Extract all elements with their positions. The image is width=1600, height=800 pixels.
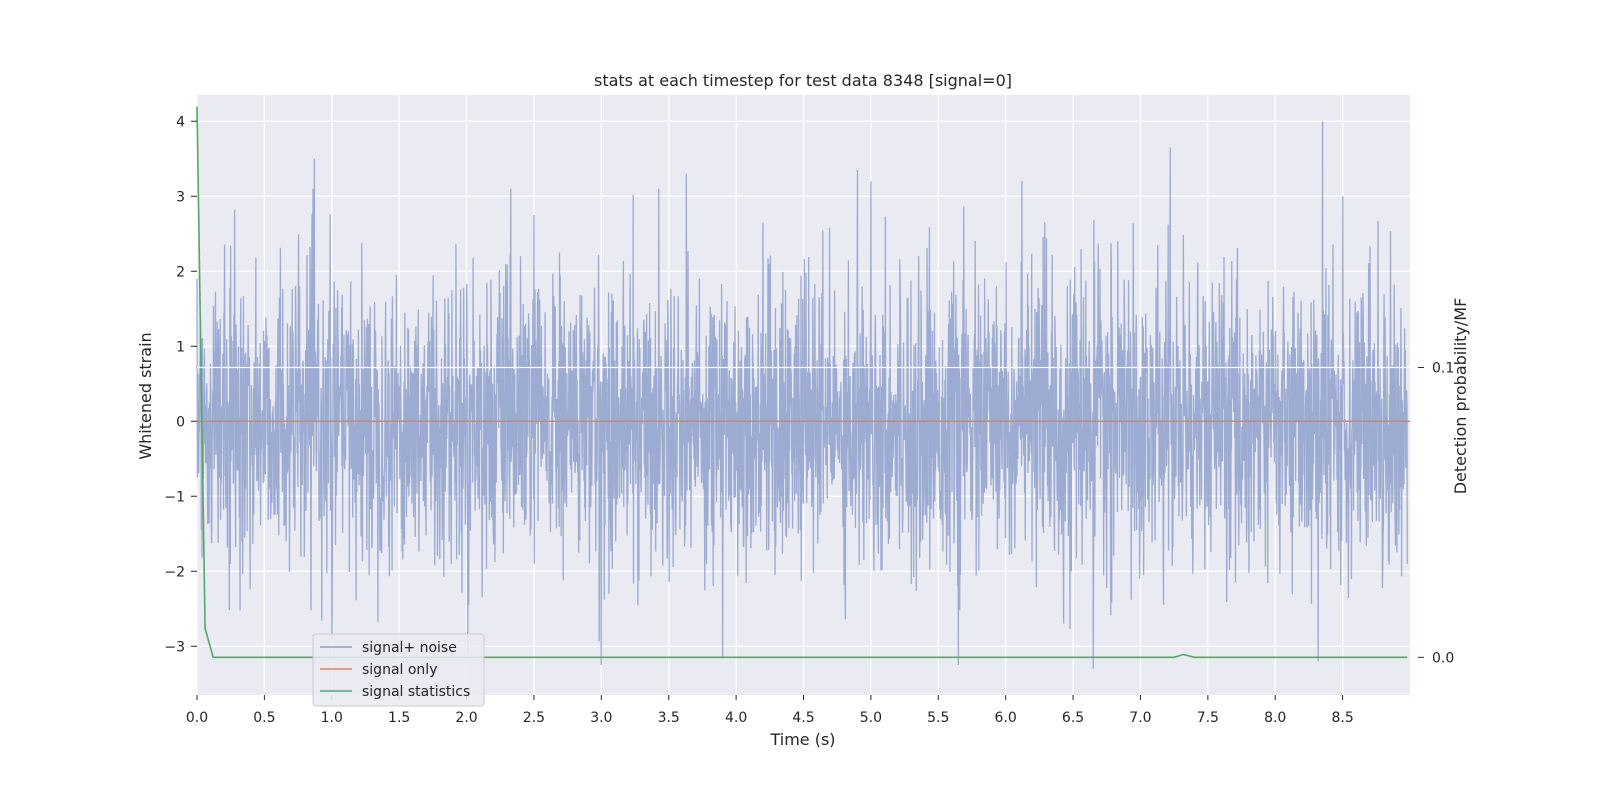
x-tick-label: 0.0 <box>186 710 208 726</box>
signal-noise-line <box>196 121 1408 669</box>
legend-item-signal-statistics: signal statistics <box>320 684 470 700</box>
y2-axis-ticks: 0.0 0.1 <box>197 360 1454 666</box>
y-tick-label: 4 <box>176 114 185 130</box>
y-tick-label: 1 <box>176 339 185 355</box>
legend-label-signal-statistics: signal statistics <box>362 684 470 700</box>
x-tick-label: 5.5 <box>927 710 949 726</box>
x-tick-label: 4.0 <box>725 710 747 726</box>
y-tick-label: −2 <box>164 564 185 580</box>
x-axis-label: Time (s) <box>769 730 835 749</box>
x-tick-label: 2.0 <box>455 710 477 726</box>
y-tick-label: −3 <box>164 639 185 655</box>
y-tick-label: −1 <box>164 489 185 505</box>
x-tick-label: 1.5 <box>388 710 410 726</box>
legend: signal+ noise signal only signal statist… <box>312 633 485 707</box>
x-tick-label: 7.5 <box>1197 710 1219 726</box>
x-axis-ticks: 0.0 0.5 1.0 1.5 2.0 2.5 3.0 3.5 4.0 4.5 5.0 5.5 6.0 6… <box>186 695 1354 726</box>
x-tick-label: 5.0 <box>860 710 882 726</box>
x-tick-label: 3.0 <box>590 710 612 726</box>
y2-axis-label: Detection probability/MF <box>1451 298 1470 495</box>
y-tick-label: 3 <box>176 189 185 205</box>
legend-label-signal-noise: signal+ noise <box>362 640 457 656</box>
y-axis-label: Whitened strain <box>136 332 155 459</box>
x-tick-label: 3.5 <box>658 710 680 726</box>
legend-item-signal-only: signal only <box>320 662 437 678</box>
chart-title: stats at each timestep for test data 834… <box>594 71 1012 90</box>
y2-tick-label: 0.1 <box>1432 360 1454 376</box>
y-tick-label: 0 <box>176 414 185 430</box>
x-tick-label: 4.5 <box>792 710 814 726</box>
x-tick-label: 8.5 <box>1331 710 1353 726</box>
x-tick-label: 0.5 <box>253 710 275 726</box>
x-tick-label: 7.0 <box>1129 710 1151 726</box>
signal-statistics-line <box>196 106 1408 659</box>
series-signal-statistics <box>196 106 1408 659</box>
x-tick-label: 6.5 <box>1062 710 1084 726</box>
x-tick-label: 2.5 <box>523 710 545 726</box>
x-tick-label: 8.0 <box>1264 710 1286 726</box>
legend-box <box>312 633 485 707</box>
y-tick-label: 2 <box>176 264 185 280</box>
y-axis-ticks: −3 −2 −1 0 1 2 3 4 <box>164 114 197 655</box>
plot-area <box>196 95 1410 695</box>
x-tick-label: 6.0 <box>995 710 1017 726</box>
legend-item-signal-noise: signal+ noise <box>320 640 457 656</box>
series-signal-noise <box>196 121 1408 669</box>
y2-tick-label: 0.0 <box>1432 650 1454 666</box>
x-tick-label: 1.0 <box>321 710 343 726</box>
legend-label-signal-only: signal only <box>362 662 437 678</box>
